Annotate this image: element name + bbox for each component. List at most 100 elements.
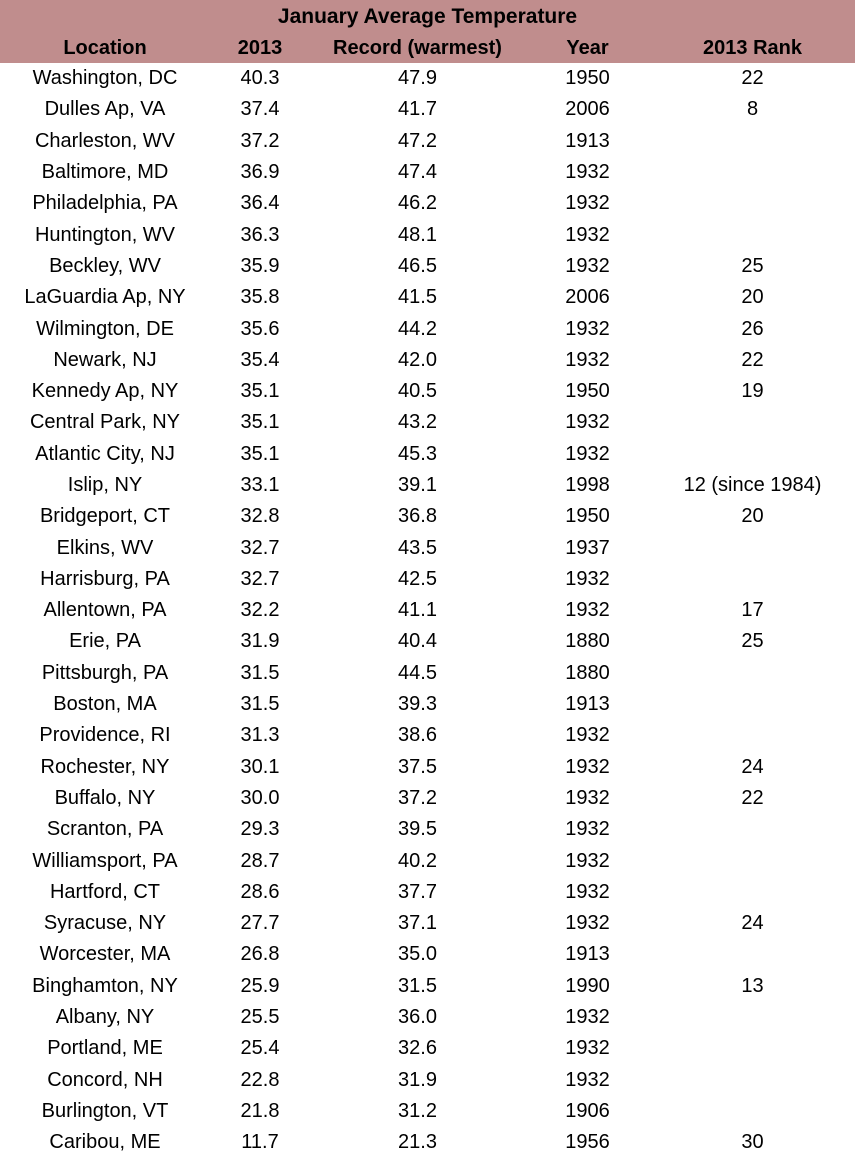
cell-record: 40.5 xyxy=(310,375,525,408)
cell-2013-rank: 25 xyxy=(650,626,855,658)
cell-2013-rank xyxy=(650,438,855,470)
cell-year: 1932 xyxy=(525,845,650,877)
cell-record: 31.9 xyxy=(310,1064,525,1096)
table-row: LaGuardia Ap, NY 35.8 41.5 2006 20 xyxy=(0,282,855,314)
cell-record: 42.0 xyxy=(310,344,525,376)
table-row: Burlington, VT 21.8 31.2 1906 xyxy=(0,1095,855,1128)
cell-year: 1932 xyxy=(525,156,650,189)
cell-2013: 36.4 xyxy=(210,188,310,220)
column-header-2013-rank: 2013 Rank xyxy=(650,33,855,63)
cell-2013-rank xyxy=(650,1095,855,1128)
cell-record: 44.2 xyxy=(310,313,525,345)
table-row: Pittsburgh, PA 31.5 44.5 1880 xyxy=(0,657,855,689)
cell-2013-rank xyxy=(650,939,855,971)
table-row: Syracuse, NY 27.7 37.1 1932 24 xyxy=(0,908,855,940)
cell-2013-rank xyxy=(650,814,855,846)
cell-2013: 37.4 xyxy=(210,94,310,126)
cell-year: 1932 xyxy=(525,219,650,251)
cell-record: 37.2 xyxy=(310,782,525,815)
cell-year: 1932 xyxy=(525,313,650,345)
cell-record: 36.0 xyxy=(310,1001,525,1034)
cell-year: 1932 xyxy=(525,344,650,376)
table-row: Huntington, WV 36.3 48.1 1932 xyxy=(0,219,855,251)
column-header-location: Location xyxy=(0,33,210,63)
cell-2013-rank xyxy=(650,1064,855,1096)
table-row: Philadelphia, PA 36.4 46.2 1932 xyxy=(0,188,855,220)
cell-location: Albany, NY xyxy=(0,1001,210,1034)
table-row: Central Park, NY 35.1 43.2 1932 xyxy=(0,407,855,439)
table-row: Wilmington, DE 35.6 44.2 1932 26 xyxy=(0,313,855,345)
cell-2013-rank: 12 (since 1984) xyxy=(650,469,855,502)
cell-2013-rank: 24 xyxy=(650,908,855,940)
cell-year: 1998 xyxy=(525,469,650,502)
cell-location: Providence, RI xyxy=(0,720,210,752)
cell-2013-rank: 20 xyxy=(650,501,855,533)
table-title-row: January Average Temperature xyxy=(0,0,855,33)
cell-2013: 26.8 xyxy=(210,939,310,971)
cell-2013-rank xyxy=(650,688,855,721)
cell-2013-rank: 13 xyxy=(650,970,855,1002)
table-row: Islip, NY 33.1 39.1 1998 12 (since 1984) xyxy=(0,469,855,502)
cell-2013: 35.1 xyxy=(210,375,310,408)
table-row: Binghamton, NY 25.9 31.5 1990 13 xyxy=(0,970,855,1002)
table-row: Bridgeport, CT 32.8 36.8 1950 20 xyxy=(0,501,855,533)
cell-2013-rank xyxy=(650,407,855,439)
cell-year: 1932 xyxy=(525,720,650,752)
table-row: Harrisburg, PA 32.7 42.5 1932 xyxy=(0,563,855,596)
cell-2013: 35.9 xyxy=(210,250,310,283)
cell-year: 1932 xyxy=(525,438,650,470)
cell-record: 43.5 xyxy=(310,532,525,564)
cell-2013-rank xyxy=(650,657,855,689)
cell-2013: 31.3 xyxy=(210,720,310,752)
cell-2013-rank: 8 xyxy=(650,94,855,126)
cell-year: 1932 xyxy=(525,1033,650,1065)
cell-location: Beckley, WV xyxy=(0,250,210,283)
column-header-row: Location 2013 Record (warmest) Year 2013… xyxy=(0,33,855,63)
cell-year: 1932 xyxy=(525,751,650,783)
cell-year: 1880 xyxy=(525,626,650,658)
cell-location: Harrisburg, PA xyxy=(0,563,210,596)
cell-2013-rank xyxy=(650,219,855,251)
cell-record: 47.4 xyxy=(310,156,525,189)
table-row: Boston, MA 31.5 39.3 1913 xyxy=(0,688,855,721)
cell-2013: 36.9 xyxy=(210,156,310,189)
cell-record: 32.6 xyxy=(310,1033,525,1065)
cell-record: 44.5 xyxy=(310,657,525,689)
cell-year: 2006 xyxy=(525,94,650,126)
cell-location: Wilmington, DE xyxy=(0,313,210,345)
table-row: Newark, NJ 35.4 42.0 1932 22 xyxy=(0,344,855,376)
cell-2013: 40.3 xyxy=(210,63,310,95)
cell-year: 1932 xyxy=(525,250,650,283)
cell-year: 1932 xyxy=(525,407,650,439)
cell-location: Bridgeport, CT xyxy=(0,501,210,533)
cell-record: 35.0 xyxy=(310,939,525,971)
cell-record: 39.5 xyxy=(310,814,525,846)
cell-2013-rank: 17 xyxy=(650,595,855,627)
cell-year: 1880 xyxy=(525,657,650,689)
cell-record: 45.3 xyxy=(310,438,525,470)
table-row: Albany, NY 25.5 36.0 1932 xyxy=(0,1001,855,1034)
table-row: Erie, PA 31.9 40.4 1880 25 xyxy=(0,626,855,658)
cell-2013: 31.5 xyxy=(210,657,310,689)
cell-record: 37.1 xyxy=(310,908,525,940)
table-row: Scranton, PA 29.3 39.5 1932 xyxy=(0,814,855,846)
cell-2013-rank xyxy=(650,188,855,220)
cell-2013: 33.1 xyxy=(210,469,310,502)
column-header-2013: 2013 xyxy=(210,33,310,63)
cell-location: Atlantic City, NJ xyxy=(0,438,210,470)
cell-2013-rank xyxy=(650,1001,855,1034)
cell-2013-rank: 19 xyxy=(650,375,855,408)
cell-location: Huntington, WV xyxy=(0,219,210,251)
cell-2013: 32.2 xyxy=(210,595,310,627)
cell-location: Islip, NY xyxy=(0,469,210,502)
cell-2013-rank xyxy=(650,876,855,909)
cell-location: Dulles Ap, VA xyxy=(0,94,210,126)
cell-2013: 35.6 xyxy=(210,313,310,345)
cell-year: 1950 xyxy=(525,501,650,533)
cell-2013-rank: 22 xyxy=(650,782,855,815)
cell-2013: 30.1 xyxy=(210,751,310,783)
cell-2013: 37.2 xyxy=(210,125,310,157)
cell-2013: 25.4 xyxy=(210,1033,310,1065)
cell-year: 2006 xyxy=(525,282,650,314)
